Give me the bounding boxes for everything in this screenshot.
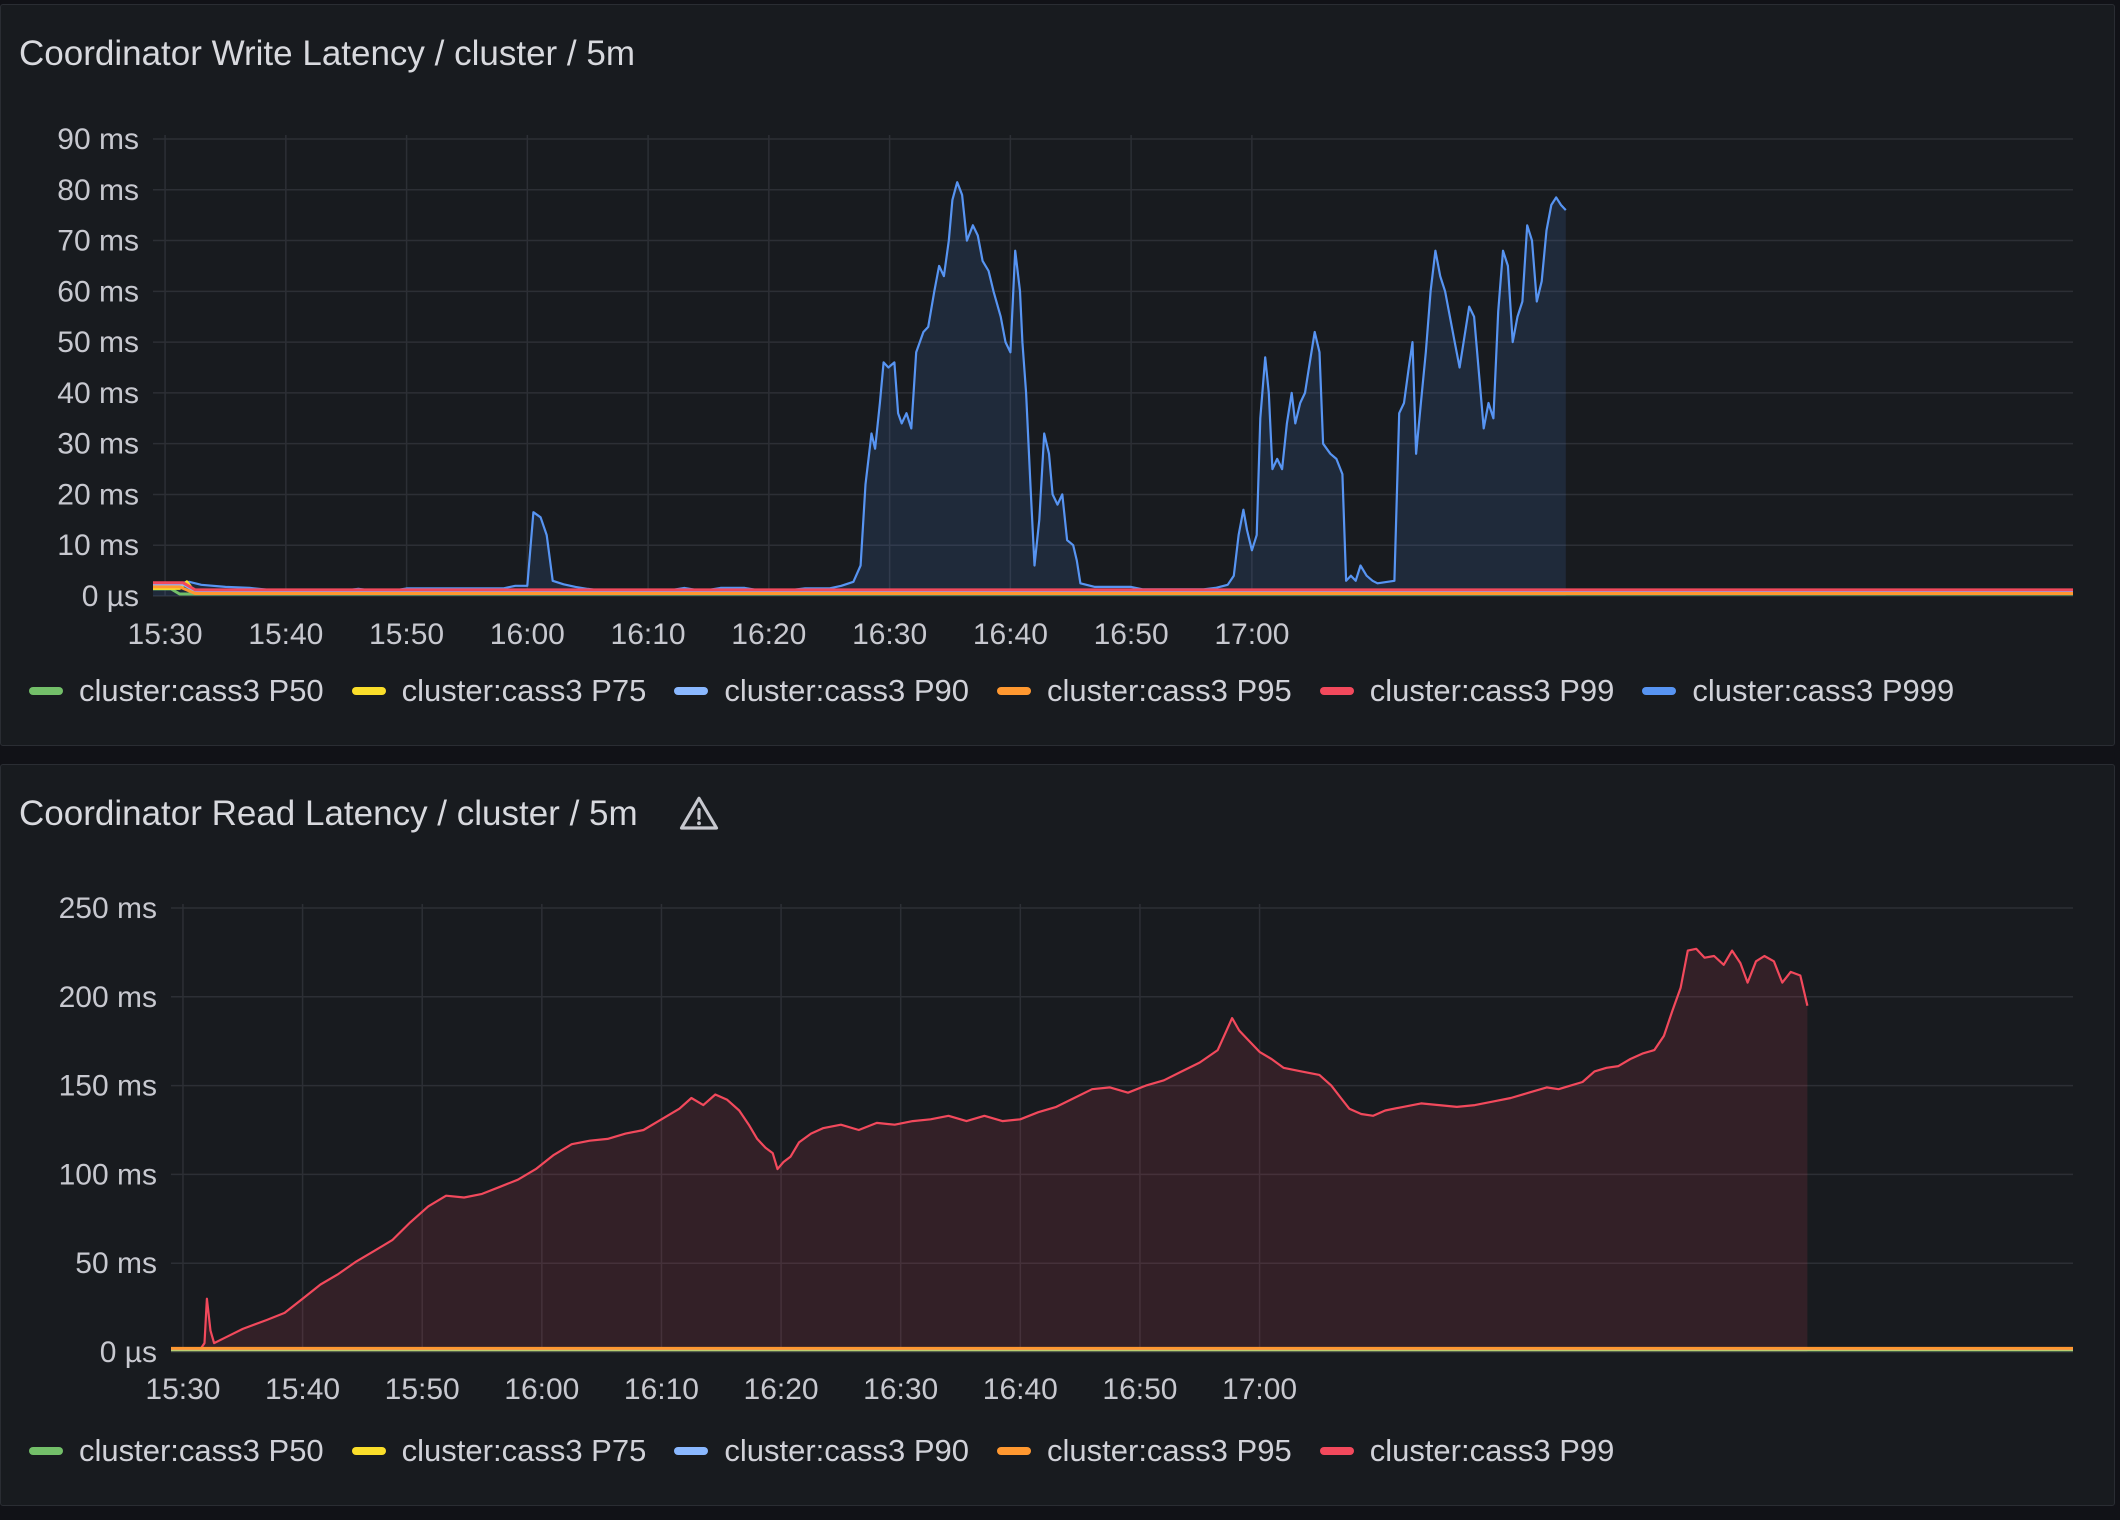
x-tick-label: 15:40 (248, 618, 323, 651)
legend-item-p999[interactable]: cluster:cass3 P999 (1642, 673, 1954, 709)
write-latency-panel: Coordinator Write Latency / cluster / 5m… (0, 4, 2115, 746)
x-tick-label: 16:50 (1102, 1373, 1177, 1406)
legend-swatch (674, 1447, 709, 1455)
legend-label: cluster:cass3 P90 (724, 673, 970, 708)
series-line-p99[interactable] (171, 947, 1809, 1350)
legend-item-p95[interactable]: cluster:cass3 P95 (997, 1433, 1292, 1469)
read-panel-header[interactable]: Coordinator Read Latency / cluster / 5m (19, 789, 720, 839)
legend-item-p75[interactable]: cluster:cass3 P75 (351, 1433, 647, 1469)
y-tick-label: 30 ms (57, 428, 139, 461)
legend-label: cluster:cass3 P99 (1369, 1433, 1615, 1468)
y-tick-label: 150 ms (59, 1070, 157, 1103)
x-tick-label: 16:00 (490, 618, 565, 651)
x-tick-label: 15:30 (145, 1373, 220, 1406)
read-latency-panel: Coordinator Read Latency / cluster / 5m … (0, 764, 2115, 1506)
write-latency-chart[interactable]: 0 µs 10 ms 20 ms 30 ms 40 ms 50 ms 60 ms 70 ms 8… (1, 105, 2113, 665)
legend-item-p95[interactable]: cluster:cass3 P95 (997, 673, 1292, 709)
x-tick-label: 15:30 (128, 618, 203, 651)
series-line-p99[interactable] (153, 581, 2073, 592)
legend-swatch (997, 687, 1032, 695)
legend-label: cluster:cass3 P50 (79, 1433, 324, 1468)
y-tick-label: 0 µs (82, 580, 139, 613)
warning-triangle-icon[interactable] (678, 793, 720, 835)
x-tick-label: 16:50 (1094, 618, 1169, 651)
x-tick-label: 15:40 (265, 1373, 340, 1406)
y-tick-label: 50 ms (57, 326, 139, 359)
y-tick-label: 80 ms (57, 174, 139, 207)
y-tick-label: 40 ms (57, 377, 139, 410)
y-tick-label: 200 ms (59, 981, 157, 1014)
x-tick-label: 16:30 (852, 618, 927, 651)
legend-swatch (29, 687, 63, 695)
x-tick-label: 16:20 (731, 618, 806, 651)
legend-item-p75[interactable]: cluster:cass3 P75 (351, 673, 647, 709)
series-area-p999 (153, 182, 1566, 596)
y-tick-label: 0 µs (100, 1336, 157, 1369)
legend-swatch (997, 1447, 1032, 1455)
legend-item-p50[interactable]: cluster:cass3 P50 (29, 1433, 324, 1469)
legend-item-p90[interactable]: cluster:cass3 P90 (674, 673, 969, 709)
y-tick-label: 70 ms (57, 225, 139, 258)
y-tick-label: 50 ms (75, 1247, 157, 1280)
x-tick-label: 16:20 (744, 1373, 819, 1406)
x-tick-label: 16:40 (973, 618, 1048, 651)
legend-item-p99[interactable]: cluster:cass3 P99 (1319, 1433, 1615, 1469)
write-latency-legend: cluster:cass3 P50 cluster:cass3 P75 cluste… (29, 673, 1954, 709)
x-tick-label: 15:50 (385, 1373, 460, 1406)
read-latency-legend: cluster:cass3 P50 cluster:cass3 P75 cluste… (29, 1433, 1614, 1469)
series-line-p95[interactable] (153, 585, 2073, 595)
legend-swatch (351, 687, 386, 695)
series-line-p999[interactable] (153, 181, 1567, 592)
legend-item-p90[interactable]: cluster:cass3 P90 (674, 1433, 969, 1469)
legend-swatch (674, 687, 709, 695)
legend-swatch (1319, 687, 1354, 695)
panel-title[interactable]: Coordinator Read Latency / cluster / 5m (19, 794, 638, 833)
y-tick-label: 250 ms (59, 892, 157, 925)
panel-title[interactable]: Coordinator Write Latency / cluster / 5m (19, 34, 635, 73)
legend-label: cluster:cass3 P50 (79, 673, 324, 708)
series-area-p99 (171, 948, 1808, 1352)
x-tick-label: 16:40 (983, 1373, 1058, 1406)
write-panel-header[interactable]: Coordinator Write Latency / cluster / 5m (19, 29, 635, 79)
y-tick-label: 100 ms (59, 1158, 157, 1191)
y-tick-label: 20 ms (57, 478, 139, 511)
legend-label: cluster:cass3 P999 (1692, 673, 1955, 708)
legend-label: cluster:cass3 P90 (724, 1433, 970, 1468)
x-tick-label: 17:00 (1214, 618, 1289, 651)
x-tick-label: 16:10 (611, 618, 686, 651)
legend-swatch (29, 1447, 63, 1455)
legend-label: cluster:cass3 P95 (1047, 1433, 1292, 1468)
x-tick-label: 16:10 (624, 1373, 699, 1406)
legend-item-p50[interactable]: cluster:cass3 P50 (29, 673, 324, 709)
y-tick-label: 60 ms (57, 275, 139, 308)
legend-swatch (1319, 1447, 1354, 1455)
x-tick-label: 16:30 (863, 1373, 938, 1406)
read-latency-chart[interactable]: 0 µs 50 ms 100 ms 150 ms 200 ms 250 ms 15:30 15… (1, 765, 2113, 1425)
x-tick-label: 15:50 (369, 618, 444, 651)
y-tick-label: 10 ms (57, 529, 139, 562)
x-tick-label: 16:00 (504, 1373, 579, 1406)
legend-swatch (1642, 687, 1677, 695)
legend-label: cluster:cass3 P75 (401, 1433, 647, 1468)
legend-label: cluster:cass3 P75 (401, 673, 647, 708)
legend-swatch (351, 1447, 386, 1455)
y-tick-label: 90 ms (57, 123, 139, 156)
x-tick-label: 17:00 (1222, 1373, 1297, 1406)
legend-label: cluster:cass3 P99 (1369, 673, 1615, 708)
legend-label: cluster:cass3 P95 (1047, 673, 1292, 708)
legend-item-p99[interactable]: cluster:cass3 P99 (1319, 673, 1615, 709)
